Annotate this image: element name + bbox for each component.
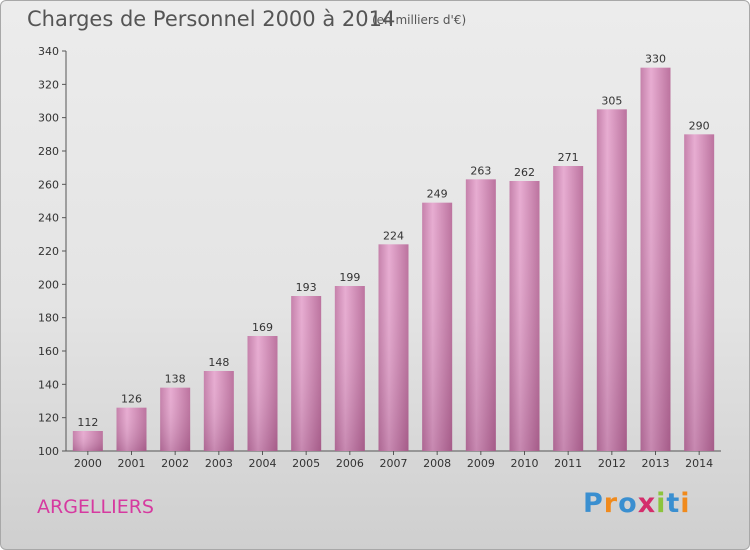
logo-letter: P (583, 488, 604, 519)
bar-value-label: 330 (645, 53, 666, 66)
bar-value-label: 305 (601, 94, 622, 107)
bar-shade (553, 166, 584, 451)
y-tick-label: 280 (38, 145, 59, 158)
bar-value-label: 148 (208, 356, 229, 369)
x-tick-label: 2003 (205, 457, 233, 470)
x-tick-label: 2002 (161, 457, 189, 470)
x-tick-label: 2008 (423, 457, 451, 470)
city-name: ARGELLIERS (37, 496, 154, 518)
x-tick-label: 2001 (118, 457, 146, 470)
x-tick-label: 2007 (380, 457, 408, 470)
bar-shade (684, 134, 715, 452)
bar-value-label: 224 (383, 229, 404, 242)
bar-value-label: 263 (470, 164, 491, 177)
bar-value-label: 112 (77, 416, 98, 429)
bar-shade (291, 296, 322, 451)
y-tick-label: 340 (38, 45, 59, 58)
bar-value-label: 249 (427, 188, 448, 201)
x-tick-label: 2014 (685, 457, 713, 470)
x-tick-label: 2000 (74, 457, 102, 470)
logo-letter: o (618, 488, 638, 519)
logo-letter: i (680, 488, 691, 519)
y-tick-label: 320 (38, 78, 59, 91)
bar-shade (465, 179, 496, 452)
bar-value-label: 126 (121, 393, 142, 406)
bar-shade (378, 244, 409, 451)
x-tick-label: 2010 (511, 457, 539, 470)
x-tick-label: 2005 (292, 457, 320, 470)
bar-value-label: 138 (165, 373, 186, 386)
y-tick-label: 240 (38, 212, 59, 225)
logo-letter: x (637, 488, 657, 519)
bar-value-label: 290 (689, 119, 710, 132)
logo-letter: i (656, 488, 667, 519)
bar-value-label: 169 (252, 321, 273, 334)
chart-subtitle: (en milliers d'€) (372, 13, 467, 27)
y-tick-label: 260 (38, 178, 59, 191)
bar-shade (509, 181, 540, 451)
y-tick-label: 140 (38, 378, 59, 391)
bar-shade (203, 371, 234, 451)
y-tick-label: 180 (38, 312, 59, 325)
bar-shade (160, 387, 191, 451)
bar-shade (247, 336, 278, 451)
logo-letter: t (666, 488, 681, 519)
bar-shade (596, 109, 627, 451)
bar-value-label: 262 (514, 166, 535, 179)
y-tick-label: 200 (38, 278, 59, 291)
x-tick-label: 2004 (249, 457, 277, 470)
y-tick-label: 220 (38, 245, 59, 258)
bar-value-label: 199 (339, 271, 360, 284)
x-tick-label: 2013 (642, 457, 670, 470)
bar-shade (334, 286, 365, 451)
proxiti-logo: Proxiti (583, 488, 691, 519)
y-tick-label: 120 (38, 412, 59, 425)
bar-shade (422, 202, 453, 451)
bar-shade (640, 67, 671, 452)
y-tick-label: 100 (38, 445, 59, 458)
x-tick-label: 2011 (554, 457, 582, 470)
y-tick-label: 160 (38, 345, 59, 358)
bar-value-label: 193 (296, 281, 317, 294)
x-tick-label: 2009 (467, 457, 495, 470)
logo-letter: r (603, 488, 619, 519)
x-tick-label: 2012 (598, 457, 626, 470)
chart-title: Charges de Personnel 2000 à 2014 (27, 7, 396, 31)
bar-value-label: 271 (558, 151, 579, 164)
bar-shade (72, 431, 103, 451)
bar-shade (116, 407, 147, 451)
y-tick-label: 300 (38, 112, 59, 125)
x-tick-label: 2006 (336, 457, 364, 470)
